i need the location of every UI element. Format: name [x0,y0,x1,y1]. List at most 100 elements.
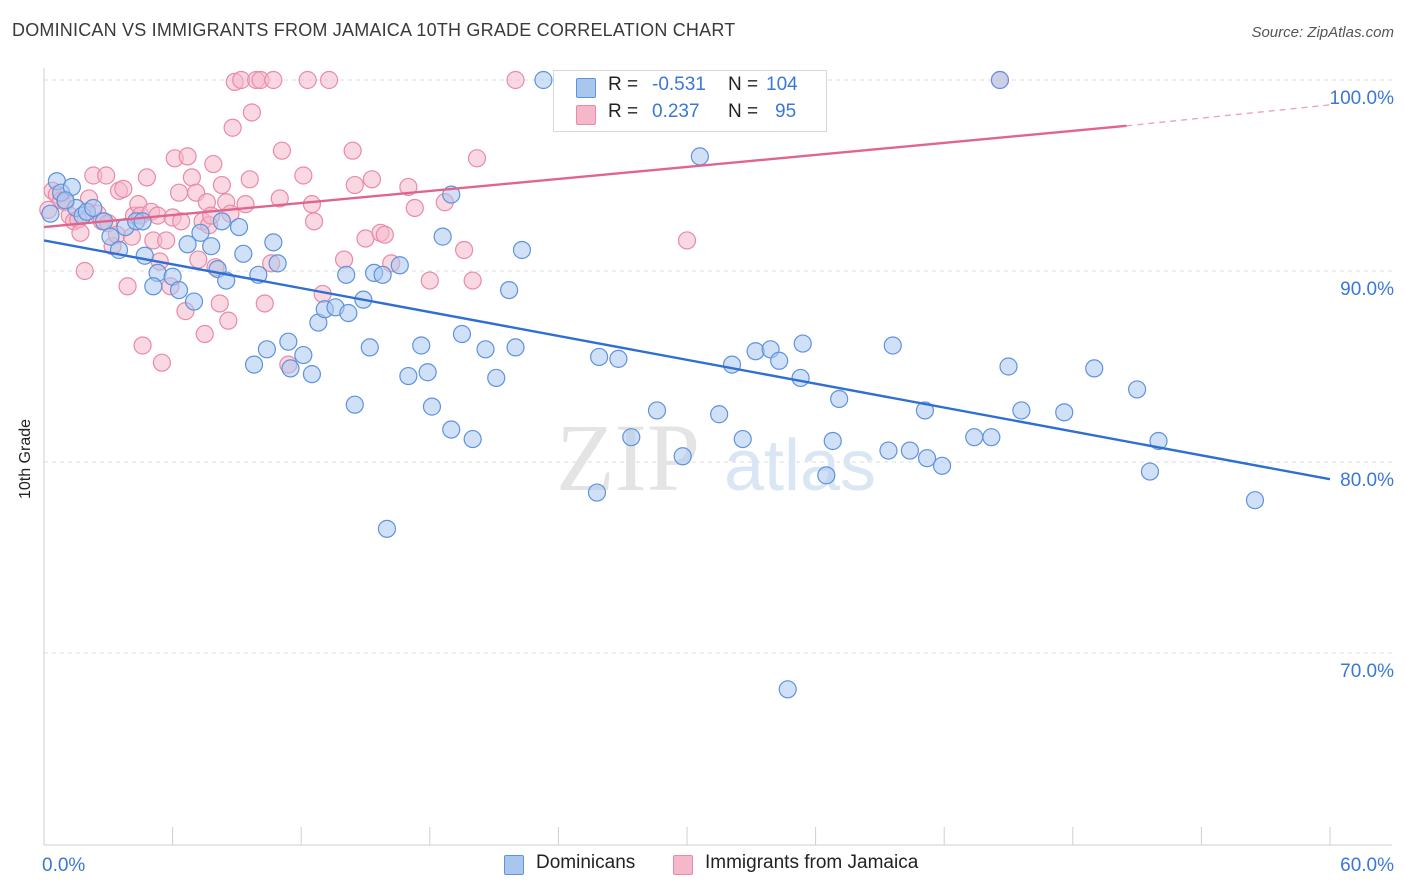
dominicans-point [915,401,935,420]
dominicans-point [257,340,277,359]
dominicans-point [506,338,525,357]
dominicans-point [1245,491,1265,510]
x-tick-label: 0.0% [42,855,85,876]
dominicans-point [41,204,60,223]
jamaica-point [172,212,191,231]
legend-swatch-blue [576,78,596,98]
jamaica-point [157,231,176,250]
jamaica-point [189,250,208,269]
jamaica-trend-extension [1126,104,1331,127]
dominicans-point [264,233,283,252]
dominicans-point [101,227,120,246]
dominicans-point [442,420,461,439]
dominicans-point [178,235,197,254]
dominicans-point [412,336,431,355]
dominicans-point [184,292,204,311]
jamaica-point [195,324,214,344]
dominicans-point [587,483,607,502]
jamaica-point [454,240,474,260]
jamaica-point [114,179,133,198]
dominicans-point [673,447,692,466]
jamaica-point [294,166,313,185]
jamaica-point [152,353,171,372]
dominicans-point [791,368,810,388]
y-tick-label: 100.0% [1330,88,1395,109]
dominicans-point [279,332,298,351]
legend-swatch-blue [504,855,524,875]
jamaica-point [169,183,189,202]
dominicans-point [690,147,709,166]
dominicans-point [1140,462,1160,481]
dominicans-point [202,237,221,256]
dominicans-point [770,351,789,370]
dominicans-point [463,429,482,449]
dominicans-point [710,405,729,424]
jamaica-point [467,149,487,168]
dominicans-point [965,428,984,447]
dominicans-point [982,428,1001,447]
jamaica-point [223,118,242,137]
dominicans-point [229,217,249,237]
legend-n-label: N = [728,101,759,122]
jamaica-point [242,103,262,122]
jamaica-point [97,166,116,185]
legend-r-value: 0.237 [652,101,700,122]
dominicans-point [817,466,836,485]
jamaica-point [319,70,339,90]
jamaica-point [298,70,317,90]
jamaica-point [178,147,197,166]
immigrants-from-jamaica-points [39,70,1010,374]
jamaica-point [345,175,364,195]
jamaica-point [71,223,90,242]
dominicans-point [883,336,902,355]
jamaica-point [463,271,482,290]
jamaica-point [75,261,94,281]
jamaica-point [236,195,255,214]
dominicans-point [722,355,742,374]
trend-lines [43,104,1331,481]
dominicans-point [133,212,152,231]
jamaica-point [182,168,201,187]
jamaica-point [677,231,697,250]
dominicans-point [234,244,253,263]
x-tick-label: 60.0% [1340,855,1394,876]
dominicans-point [778,680,797,699]
jamaica-point [506,70,525,90]
dominicans-point [609,349,628,368]
jamaica-point [405,198,424,218]
dominicans-point [390,256,409,275]
dominicans-point [281,359,300,378]
dominicans-point [337,265,356,284]
y-tick-label: 90.0% [1340,279,1394,300]
dominicans-point [399,366,418,386]
jamaica-point [240,170,259,189]
dominicans-point [917,449,937,468]
dominicans-point [793,334,812,353]
dominicans-points [41,70,1265,699]
dominicans-point [169,281,189,300]
dominicans-point [733,429,752,449]
dominicans-point [422,397,442,416]
dominicans-point [302,365,322,384]
dominicans-point [746,342,765,361]
dominicans-point [1085,359,1104,378]
dominicans-point [1127,380,1147,399]
dominicans-point [590,347,609,367]
jamaica-point [264,70,283,90]
dominicans-point [932,456,952,475]
dominicans-point [452,324,472,344]
y-tick-label: 70.0% [1340,661,1394,682]
source-label: Source: ZipAtlas.com [1251,24,1394,41]
legend-label-jamaica: Immigrants from Jamaica [705,852,919,873]
y-axis-label: 10th Grade [17,418,34,500]
dominicans-point [879,441,898,460]
jamaica-point [302,195,322,214]
jamaica-point [272,141,292,160]
dominicans-point [1055,403,1074,422]
dominicans-point [212,212,231,231]
dominicans-point [830,389,849,409]
axes [43,68,1392,846]
dominicans-point [360,338,379,357]
dominicans-point [135,246,154,265]
legend-r-label: R = [608,101,639,122]
